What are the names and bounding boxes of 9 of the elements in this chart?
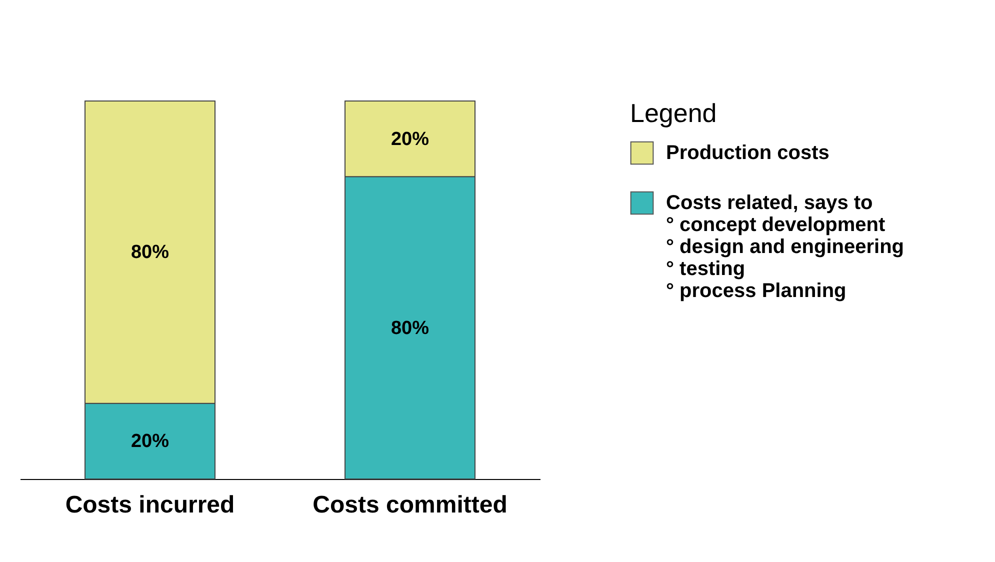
legend-label: Costs related, says to ° concept development ° design and engineering ° testing ° process Planning	[666, 192, 904, 302]
data-label: 80%	[130, 242, 170, 264]
legend-label: Production costs	[666, 142, 830, 164]
data-label: 20%	[130, 431, 170, 452]
x-tick-label: Costs committed	[312, 492, 508, 518]
data-label: 80%	[390, 318, 430, 339]
data-label: 20%	[390, 128, 430, 150]
legend-title: Legend	[630, 98, 717, 128]
x-tick-label: Costs incurred	[65, 492, 235, 518]
